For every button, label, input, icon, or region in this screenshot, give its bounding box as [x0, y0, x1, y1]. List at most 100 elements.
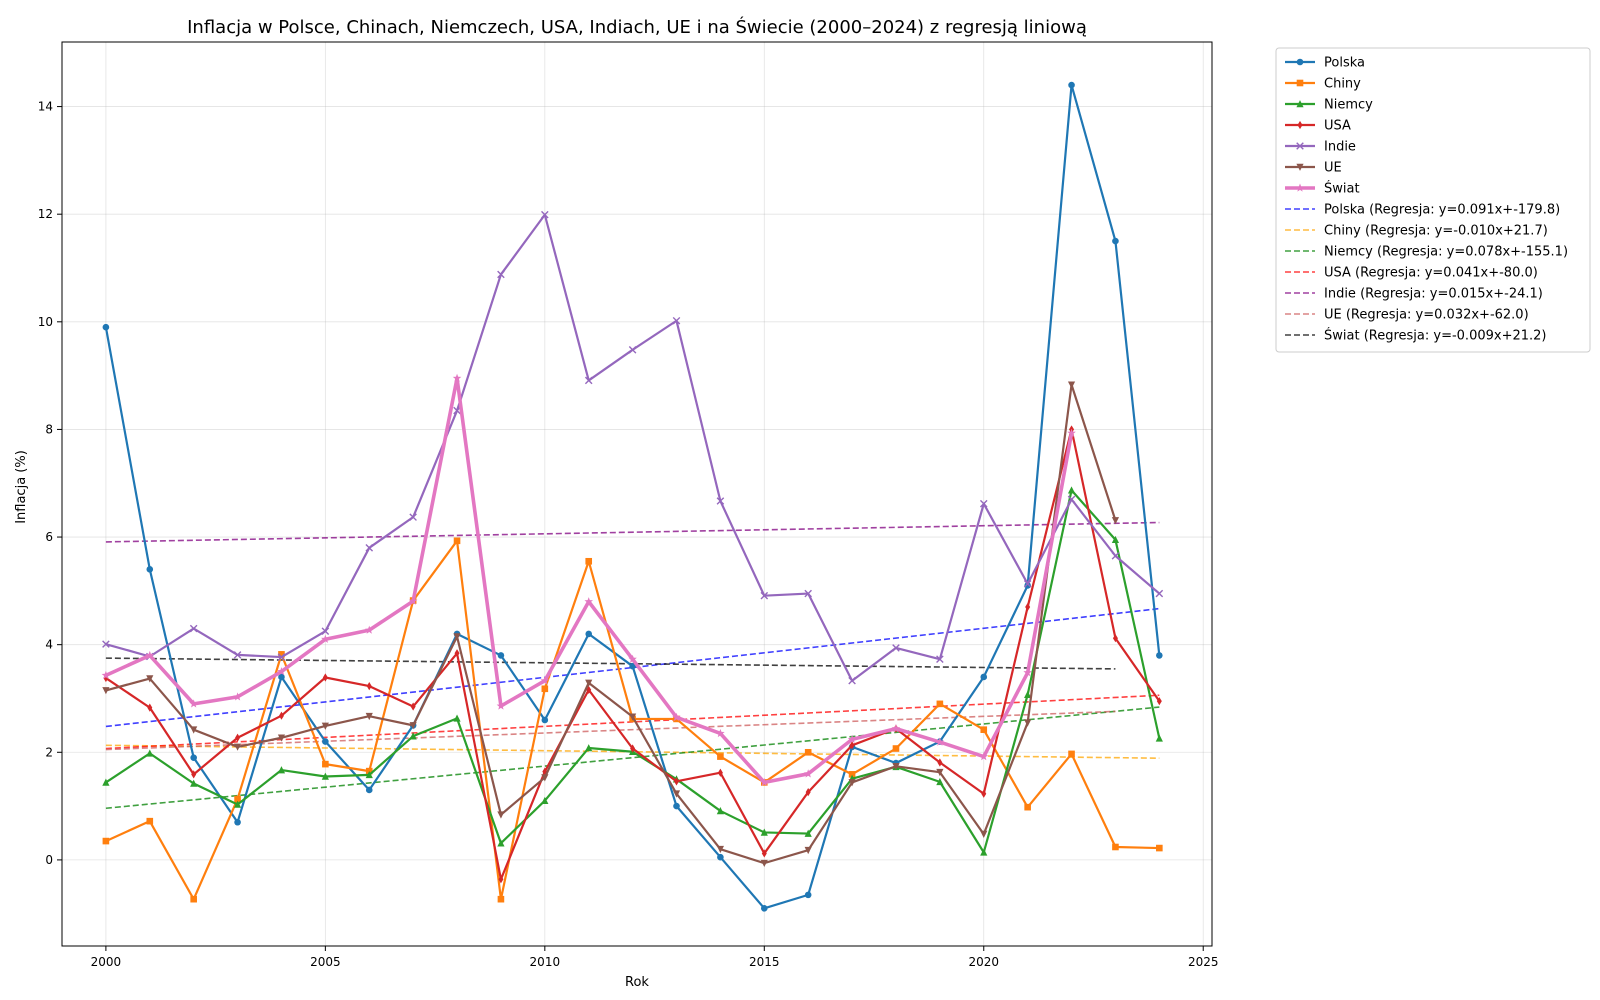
data-point [584, 597, 593, 606]
data-point [233, 651, 242, 659]
series-line [105, 213, 1161, 682]
data-point [760, 859, 768, 868]
data-point [980, 830, 988, 838]
legend-marker [1296, 100, 1304, 108]
data-point [716, 497, 725, 505]
legend-label: Polska [1324, 56, 1365, 71]
x-tick-label: 2010 [530, 955, 561, 969]
legend-marker [1297, 120, 1303, 130]
data-point [409, 732, 417, 740]
legend-entry: USA (Regresja: y=0.041x+-80.0) [1285, 266, 1538, 281]
series-usa [103, 425, 1162, 884]
legend: Polska Chiny Niemcy USA Indie UE Świat Polska (… [1275, 47, 1591, 353]
legend-entry: Indie [1285, 140, 1356, 155]
legend-entry: Polska (Regresja: y=0.091x+-179.8) [1285, 203, 1560, 218]
data-point [1067, 381, 1076, 389]
data-point [496, 701, 506, 710]
data-point [497, 839, 505, 847]
data-point [760, 777, 769, 787]
data-point [189, 624, 198, 633]
y-tick-label: 14 [38, 100, 53, 114]
legend-entry: Niemcy [1285, 98, 1373, 113]
data-point [981, 789, 987, 798]
data-point [935, 737, 945, 746]
data-point [235, 733, 241, 742]
data-point [321, 627, 330, 636]
legend-marker [1295, 183, 1305, 192]
data-point [672, 790, 681, 798]
data-point [453, 714, 461, 722]
data-point [366, 682, 372, 691]
y-tick-label: 6 [45, 530, 53, 544]
y-axis-ticks: 0 2 4 6 8 10 12 14 [38, 100, 62, 867]
x-axis-ticks: 2000 2005 2010 2015 2020 2025 [91, 946, 1219, 969]
data-point [1112, 843, 1119, 851]
data-point [1023, 580, 1032, 588]
series-line [105, 376, 1074, 785]
data-point [1112, 634, 1118, 643]
grid [62, 42, 1212, 946]
data-point [892, 745, 900, 752]
data-point [497, 895, 505, 903]
data-point [278, 651, 285, 658]
legend-label: Chiny (Regresja: y=-0.010x+21.7) [1324, 224, 1548, 239]
data-point [1068, 750, 1075, 758]
data-point [541, 685, 549, 693]
data-point [365, 712, 373, 721]
data-point [146, 675, 154, 683]
data-point [145, 650, 155, 660]
legend-entry: Chiny (Regresja: y=-0.010x+21.7) [1285, 224, 1548, 239]
data-point [673, 802, 680, 810]
data-point [847, 734, 857, 744]
regression-line [105, 657, 1116, 670]
data-point [803, 769, 813, 778]
data-point [761, 849, 767, 858]
legend-label: USA [1324, 119, 1351, 134]
data-point [980, 673, 988, 681]
data-point [454, 649, 460, 658]
data-point [102, 323, 110, 331]
series-świat [101, 373, 1076, 787]
legend-marker [1296, 163, 1304, 171]
data-point [804, 829, 812, 837]
data-point [497, 652, 505, 659]
x-tick-label: 2025 [1188, 955, 1219, 969]
data-point [190, 779, 198, 787]
y-axis-title: Inflacja (%) [14, 450, 29, 524]
data-point [453, 537, 461, 545]
data-point [101, 670, 111, 679]
data-point [102, 687, 110, 695]
data-point [1155, 589, 1164, 598]
regression-line [105, 521, 1160, 543]
data-point [321, 634, 330, 643]
data-point [717, 768, 723, 777]
data-point [937, 758, 943, 767]
legend-label: Niemcy (Regresja: y=0.078x+-155.1) [1324, 245, 1568, 260]
data-point [672, 316, 681, 325]
y-tick-label: 8 [45, 422, 53, 436]
data-point [190, 895, 197, 903]
x-tick-label: 2000 [91, 955, 122, 969]
data-point [804, 589, 812, 598]
data-point [585, 557, 593, 565]
data-point [322, 738, 329, 745]
legend-entry: Świat [1285, 181, 1360, 197]
data-point [891, 724, 901, 733]
data-point [980, 848, 988, 856]
data-point [629, 713, 637, 721]
data-point [584, 376, 593, 385]
data-point [849, 741, 855, 750]
data-point [409, 513, 417, 521]
data-point [1023, 668, 1032, 677]
data-point [1024, 803, 1031, 811]
data-point [277, 766, 286, 774]
data-point [278, 673, 285, 681]
data-point [189, 699, 198, 708]
data-point [1025, 602, 1031, 612]
legend-entry: Chiny [1285, 77, 1361, 92]
legend-entry: USA [1285, 119, 1351, 134]
legend-entry: Niemcy (Regresja: y=0.078x+-155.1) [1285, 245, 1568, 260]
data-point [716, 807, 724, 815]
data-point [1156, 844, 1163, 852]
